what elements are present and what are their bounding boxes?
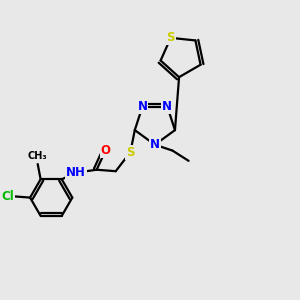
Text: S: S: [126, 146, 135, 159]
Text: N: N: [137, 100, 148, 113]
Text: S: S: [167, 31, 175, 44]
Text: NH: NH: [66, 166, 86, 179]
Text: Cl: Cl: [1, 190, 14, 202]
Text: O: O: [100, 144, 110, 157]
Text: N: N: [150, 138, 160, 151]
Text: N: N: [162, 100, 172, 113]
Text: CH₃: CH₃: [28, 151, 47, 160]
